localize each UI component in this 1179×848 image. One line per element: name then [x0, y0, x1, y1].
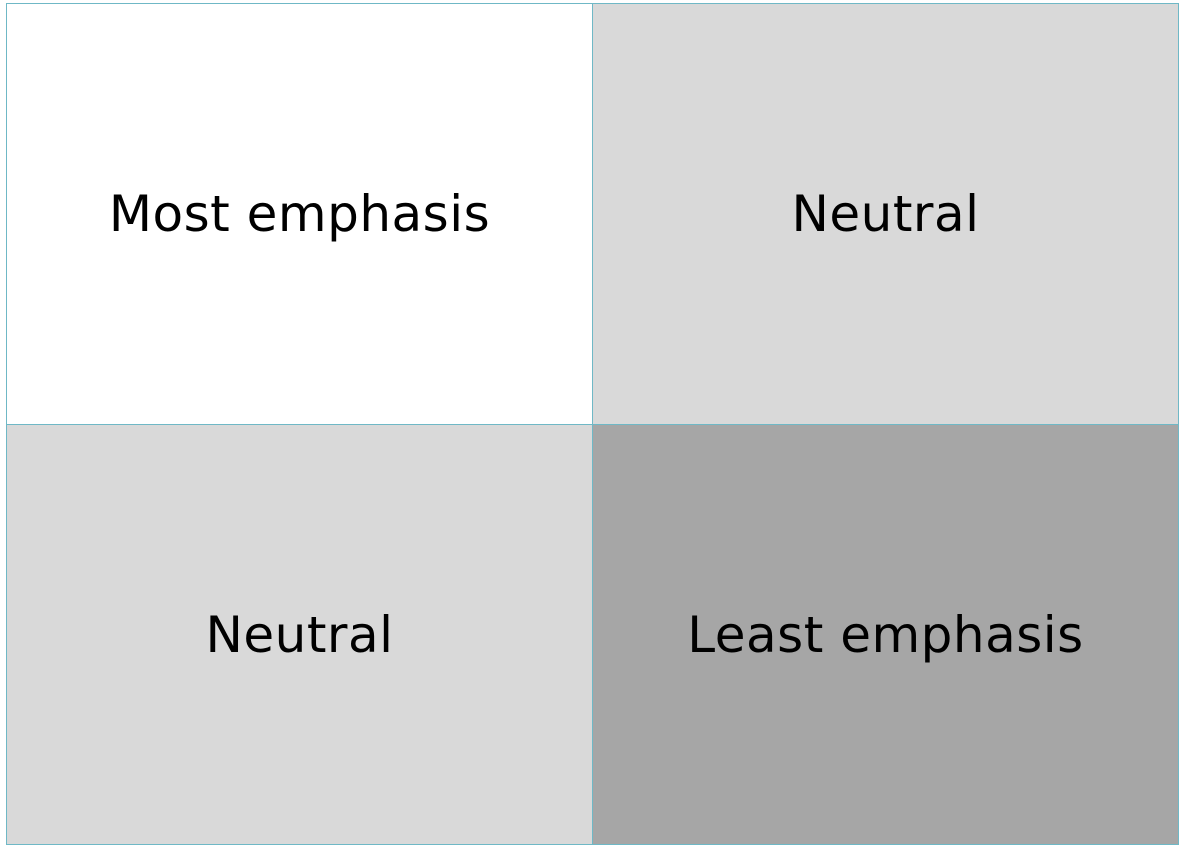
emphasis-matrix: Most emphasis Neutral Neutral Least emph…	[6, 3, 1179, 845]
cell-neutral-top-right: Neutral	[592, 3, 1179, 424]
cell-label: Neutral	[791, 185, 980, 243]
cell-label: Most emphasis	[108, 185, 491, 243]
cell-neutral-bottom-left: Neutral	[6, 424, 592, 845]
cell-label: Least emphasis	[687, 605, 1084, 664]
cell-most-emphasis: Most emphasis	[6, 3, 592, 424]
cell-least-emphasis: Least emphasis	[592, 424, 1179, 845]
cell-label: Neutral	[205, 605, 394, 664]
